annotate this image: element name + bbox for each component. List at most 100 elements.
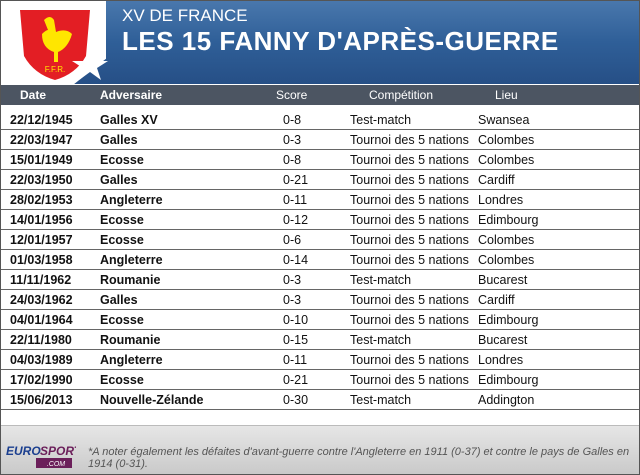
cell-adversaire: Galles: [100, 173, 138, 187]
table-row: 11/11/1962 Roumanie 0-3 Test-match Bucarest: [0, 270, 640, 290]
cell-competition: Tournoi des 5 nations: [350, 233, 469, 247]
star-icon: [72, 50, 108, 80]
cell-lieu: Bucarest: [478, 273, 528, 287]
ffr-logo: F.F.R.: [20, 10, 90, 80]
col-adversaire: Adversaire: [100, 88, 163, 102]
table-row: 15/06/2013 Nouvelle-Zélande 0-30 Test-match…: [0, 390, 640, 410]
cell-lieu: Londres: [478, 353, 524, 367]
cell-date: 12/01/1957: [10, 233, 73, 247]
col-lieu: Lieu: [495, 88, 518, 102]
banner: [0, 0, 640, 84]
brand-euro: EURO: [6, 444, 41, 458]
cell-adversaire: Ecosse: [100, 213, 144, 227]
table-row: 24/03/1962 Galles 0-3 Tournoi des 5 nations…: [0, 290, 640, 310]
results-table: 22/12/1945 Galles XV 0-8 Test-match Swansea 2…: [0, 110, 640, 410]
cell-adversaire: Galles: [100, 293, 138, 307]
cell-score: 0-15: [283, 333, 309, 347]
cell-competition: Tournoi des 5 nations: [350, 253, 469, 267]
cell-score: 0-3: [283, 133, 302, 147]
cell-score: 0-11: [283, 353, 308, 367]
cell-lieu: Cardiff: [478, 173, 515, 187]
cell-score: 0-3: [283, 293, 302, 307]
brand-sport: SPORT: [40, 444, 76, 458]
eurosport-logo: EURO SPORT .COM: [6, 444, 76, 468]
cell-date: 01/03/1958: [10, 253, 73, 267]
cell-adversaire: Ecosse: [100, 153, 144, 167]
brand-com: .COM: [47, 461, 65, 468]
table-row: 22/03/1950 Galles 0-21 Tournoi des 5 nation…: [0, 170, 640, 190]
cell-score: 0-14: [283, 253, 309, 267]
cell-adversaire: Ecosse: [100, 233, 144, 247]
table-row: 04/01/1964 Ecosse 0-10 Tournoi des 5 nation…: [0, 310, 640, 330]
cell-lieu: Edimbourg: [478, 373, 539, 387]
table-row: 17/02/1990 Ecosse 0-21 Tournoi des 5 nation…: [0, 370, 640, 390]
page-subtitle: XV DE FRANCE: [122, 6, 248, 25]
cell-lieu: Londres: [478, 193, 524, 207]
cell-date: 15/01/1949: [10, 153, 73, 167]
cell-competition: Tournoi des 5 nations: [350, 213, 469, 227]
cell-score: 0-10: [283, 313, 309, 327]
cell-competition: Test-match: [350, 393, 412, 407]
cell-date: 22/11/1980: [10, 333, 72, 347]
cell-competition: Test-match: [350, 333, 412, 347]
cell-adversaire: Galles: [100, 133, 138, 147]
cell-date: 15/06/2013: [10, 393, 73, 407]
cell-competition: Tournoi des 5 nations: [350, 153, 469, 167]
table-row: 14/01/1956 Ecosse 0-12 Tournoi des 5 nation…: [0, 210, 640, 230]
cell-date: 04/01/1964: [10, 313, 73, 327]
cell-date: 28/02/1953: [10, 193, 73, 207]
cell-lieu: Colombes: [478, 253, 535, 267]
cell-adversaire: Ecosse: [100, 373, 144, 387]
table-row: 22/12/1945 Galles XV 0-8 Test-match Swansea: [0, 110, 640, 130]
cell-competition: Test-match: [350, 273, 412, 287]
cell-adversaire: Galles XV: [100, 113, 158, 127]
cell-date: 24/03/1962: [10, 293, 73, 307]
table-row: 28/02/1953 Angleterre 0-11 Tournoi des 5 na…: [0, 190, 640, 210]
cell-lieu: Addington: [478, 393, 535, 407]
cell-lieu: Cardiff: [478, 293, 515, 307]
footer: EURO SPORT .COM *A noter également les d…: [0, 425, 640, 475]
cell-date: 22/12/1945: [10, 113, 73, 127]
cell-score: 0-21: [283, 373, 309, 387]
cell-date: 22/03/1947: [10, 133, 73, 147]
col-score: Score: [276, 88, 308, 102]
table-row: 01/03/1958 Angleterre 0-14 Tournoi des 5 na…: [0, 250, 640, 270]
cell-score: 0-30: [283, 393, 309, 407]
table-header: Date Adversaire Score Compétition Lieu: [0, 85, 640, 105]
cell-adversaire: Nouvelle-Zélande: [100, 393, 204, 407]
cell-competition: Tournoi des 5 nations: [350, 353, 469, 367]
cell-competition: Tournoi des 5 nations: [350, 133, 469, 147]
cell-score: 0-3: [283, 273, 302, 287]
cell-lieu: Swansea: [478, 113, 530, 127]
cell-competition: Tournoi des 5 nations: [350, 193, 469, 207]
cell-adversaire: Angleterre: [100, 353, 163, 367]
cell-date: 04/03/1989: [10, 353, 73, 367]
cell-lieu: Colombes: [478, 153, 535, 167]
cell-adversaire: Roumanie: [100, 333, 161, 347]
cell-score: 0-8: [283, 113, 302, 127]
cell-date: 17/02/1990: [10, 373, 73, 387]
cell-competition: Test-match: [350, 113, 412, 127]
cell-lieu: Bucarest: [478, 333, 528, 347]
cell-competition: Tournoi des 5 nations: [350, 293, 469, 307]
table-row: 22/11/1980 Roumanie 0-15 Test-match Bucarest: [0, 330, 640, 350]
table-row: 22/03/1947 Galles 0-3 Tournoi des 5 nations…: [0, 130, 640, 150]
cell-score: 0-6: [283, 233, 302, 247]
col-competition: Compétition: [369, 88, 434, 102]
cell-adversaire: Roumanie: [100, 273, 161, 287]
cell-lieu: Colombes: [478, 233, 535, 247]
cell-date: 11/11/1962: [10, 273, 72, 287]
cell-competition: Tournoi des 5 nations: [350, 173, 469, 187]
cell-date: 14/01/1956: [10, 213, 73, 227]
table-row: 04/03/1989 Angleterre 0-11 Tournoi des 5 na…: [0, 350, 640, 370]
table-row: 12/01/1957 Ecosse 0-6 Tournoi des 5 nations…: [0, 230, 640, 250]
table-row: 15/01/1949 Ecosse 0-8 Tournoi des 5 nations…: [0, 150, 640, 170]
cell-date: 22/03/1950: [10, 173, 73, 187]
cell-lieu: Edimbourg: [478, 213, 539, 227]
cell-competition: Tournoi des 5 nations: [350, 373, 469, 387]
cell-adversaire: Angleterre: [100, 253, 163, 267]
footnote: *A noter également les défaites d'avant-…: [88, 446, 630, 470]
cell-score: 0-8: [283, 153, 302, 167]
cell-adversaire: Ecosse: [100, 313, 144, 327]
